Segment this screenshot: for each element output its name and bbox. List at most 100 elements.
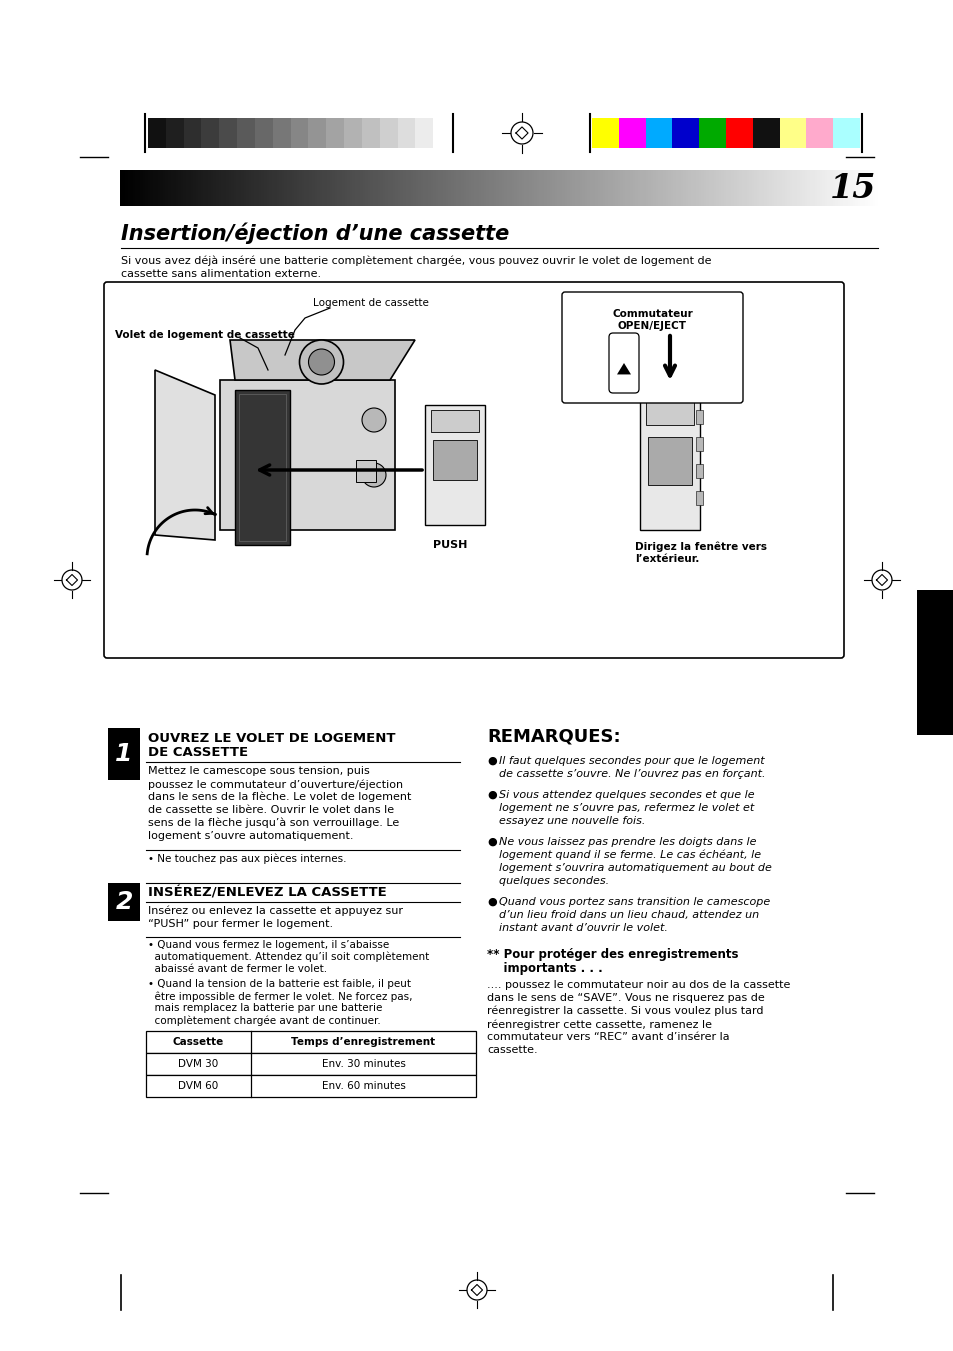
Bar: [647, 170, 650, 205]
Text: ●: ●: [486, 897, 497, 907]
Bar: [650, 170, 653, 205]
Bar: [352, 170, 355, 205]
Bar: [319, 170, 322, 205]
Bar: [476, 170, 478, 205]
Text: DVM 60: DVM 60: [178, 1081, 218, 1092]
Text: abaissé avant de fermer le volet.: abaissé avant de fermer le volet.: [148, 965, 327, 974]
Bar: [431, 170, 433, 205]
Bar: [655, 170, 658, 205]
Bar: [872, 170, 875, 205]
Bar: [193, 170, 195, 205]
Bar: [552, 170, 554, 205]
Bar: [627, 170, 630, 205]
Bar: [862, 170, 864, 205]
Bar: [680, 170, 682, 205]
Bar: [145, 170, 148, 205]
Bar: [774, 170, 776, 205]
Bar: [618, 170, 619, 205]
Bar: [195, 170, 198, 205]
Bar: [645, 170, 647, 205]
Bar: [511, 170, 514, 205]
Polygon shape: [617, 363, 630, 374]
Bar: [821, 170, 824, 205]
Bar: [219, 118, 237, 149]
Bar: [339, 170, 342, 205]
Bar: [849, 170, 852, 205]
Bar: [658, 170, 660, 205]
Bar: [148, 118, 166, 149]
Text: Quand vous portez sans transition le camescope: Quand vous portez sans transition le cam…: [498, 897, 769, 907]
Text: • Ne touchez pas aux pièces internes.: • Ne touchez pas aux pièces internes.: [148, 854, 346, 865]
Bar: [175, 170, 178, 205]
Bar: [771, 170, 774, 205]
Bar: [322, 170, 324, 205]
Bar: [759, 170, 761, 205]
Text: importants . . .: importants . . .: [486, 962, 602, 975]
Bar: [184, 118, 201, 149]
Text: commutateur vers “REC” avant d’insérer la: commutateur vers “REC” avant d’insérer l…: [486, 1032, 729, 1042]
Text: Il faut quelques secondes pour que le logement: Il faut quelques secondes pour que le lo…: [498, 757, 763, 766]
Bar: [373, 170, 375, 205]
Bar: [688, 170, 690, 205]
Bar: [635, 170, 638, 205]
Text: REMARQUES:: REMARQUES:: [486, 728, 620, 746]
Bar: [662, 170, 665, 205]
Circle shape: [361, 463, 386, 486]
Bar: [388, 170, 390, 205]
Bar: [675, 170, 678, 205]
Bar: [852, 170, 854, 205]
Bar: [665, 170, 668, 205]
Bar: [794, 170, 797, 205]
Bar: [408, 170, 410, 205]
Bar: [266, 170, 269, 205]
Bar: [642, 170, 645, 205]
Bar: [287, 170, 289, 205]
Bar: [140, 170, 143, 205]
Bar: [791, 170, 794, 205]
Bar: [296, 170, 299, 205]
Bar: [786, 170, 789, 205]
Bar: [537, 170, 538, 205]
Bar: [420, 170, 423, 205]
Text: être impossible de fermer le volet. Ne forcez pas,: être impossible de fermer le volet. Ne f…: [148, 992, 412, 1001]
Bar: [301, 170, 304, 205]
Bar: [806, 170, 809, 205]
Text: 1: 1: [115, 742, 132, 766]
Bar: [916, 590, 953, 735]
Bar: [696, 409, 702, 424]
Bar: [431, 409, 478, 432]
Bar: [622, 170, 624, 205]
Text: INSÉREZ/ENLEVEZ LA CASSETTE: INSÉREZ/ENLEVEZ LA CASSETTE: [148, 886, 386, 898]
Bar: [433, 118, 451, 149]
Bar: [433, 440, 476, 480]
Bar: [518, 170, 521, 205]
Bar: [166, 118, 184, 149]
Bar: [632, 170, 635, 205]
Text: Commutateur
OPEN/EJECT: Commutateur OPEN/EJECT: [612, 309, 692, 331]
Bar: [733, 170, 736, 205]
Bar: [294, 170, 296, 205]
Bar: [274, 170, 276, 205]
Bar: [215, 170, 218, 205]
Bar: [761, 170, 763, 205]
Bar: [514, 170, 517, 205]
Bar: [171, 170, 172, 205]
Bar: [135, 170, 137, 205]
Bar: [587, 170, 589, 205]
Bar: [345, 170, 347, 205]
Text: quelques secondes.: quelques secondes.: [498, 875, 608, 886]
Text: cassette sans alimentation externe.: cassette sans alimentation externe.: [121, 269, 321, 280]
Bar: [201, 170, 203, 205]
Text: • Quand vous fermez le logement, il s’abaisse: • Quand vous fermez le logement, il s’ab…: [148, 940, 389, 950]
Bar: [509, 170, 511, 205]
Bar: [647, 436, 691, 485]
Bar: [362, 170, 365, 205]
Bar: [731, 170, 733, 205]
Bar: [256, 170, 258, 205]
Bar: [529, 170, 531, 205]
Bar: [382, 170, 385, 205]
Bar: [122, 170, 125, 205]
Bar: [763, 170, 766, 205]
Text: ●: ●: [486, 838, 497, 847]
Bar: [206, 170, 208, 205]
